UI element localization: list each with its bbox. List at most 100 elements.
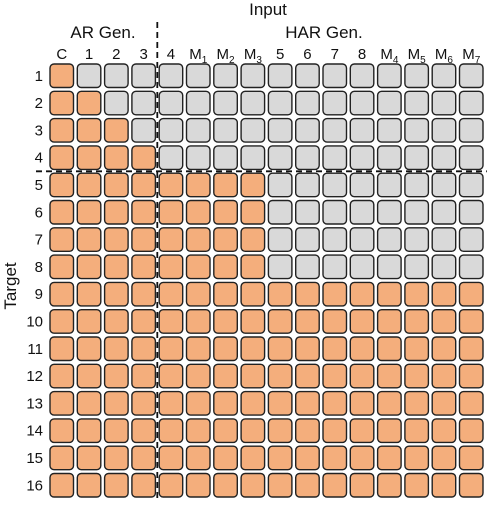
masked-cell (76, 63, 102, 89)
attend-cell (131, 418, 157, 444)
attend-cell (213, 227, 239, 253)
attend-cell (49, 418, 75, 444)
masked-cell (349, 227, 375, 253)
masked-cell (322, 117, 348, 143)
attend-cell (240, 445, 266, 471)
masked-cell (322, 63, 348, 89)
masked-cell (267, 227, 293, 253)
attend-cell (49, 390, 75, 416)
masked-cell (240, 145, 266, 171)
column-header-subscript: 7 (475, 55, 481, 66)
attend-cell (376, 390, 402, 416)
attend-cell (158, 172, 184, 198)
attend-cell (322, 309, 348, 334)
attend-cell (131, 145, 157, 171)
masked-cell (185, 63, 211, 89)
attend-cell (76, 254, 102, 280)
column-header-subscript: 5 (420, 55, 426, 66)
attend-cell (76, 309, 102, 334)
attend-cell (103, 199, 129, 225)
attend-cell (322, 418, 348, 444)
attend-cell (322, 390, 348, 416)
masked-cell (295, 117, 320, 143)
attend-cell (322, 336, 348, 362)
attend-cell (213, 199, 239, 225)
attend-cell (185, 390, 211, 416)
attend-cell (431, 445, 457, 471)
attend-cell (158, 227, 184, 253)
row-header: 11 (27, 341, 43, 358)
attend-cell (267, 336, 293, 362)
attend-cell (267, 309, 293, 334)
row-header: 6 (35, 204, 43, 221)
attend-cell (295, 390, 320, 416)
attend-cell (76, 472, 102, 498)
attend-cell (404, 336, 430, 362)
attend-cell (295, 445, 320, 471)
attend-cell (349, 309, 375, 334)
attend-cell (213, 172, 239, 198)
attend-cell (49, 309, 75, 334)
ar-gen-label: AR Gen. (70, 23, 135, 42)
attend-cell (431, 363, 457, 389)
attend-cell (404, 418, 430, 444)
column-header: 7 (331, 46, 339, 63)
attend-cell (158, 390, 184, 416)
masked-cell (376, 227, 402, 253)
attend-cell (295, 472, 320, 498)
masked-cell (295, 63, 320, 89)
row-header: 15 (26, 450, 43, 467)
masked-cell (295, 145, 320, 171)
attend-cell (185, 172, 211, 198)
masked-cell (458, 145, 484, 171)
masked-cell (349, 145, 375, 171)
masked-cell (404, 172, 430, 198)
column-header-label: 7 (331, 46, 339, 63)
column-headers: C 1 2 3 4 M1 M2 M3 5 6 7 8 M4 M5 M6 M7 (56, 46, 480, 66)
attend-cell (404, 281, 430, 307)
masked-cell (458, 63, 484, 89)
masked-cell (103, 90, 129, 116)
row-header: 1 (35, 68, 43, 85)
attend-cell (295, 418, 320, 444)
masked-cell (213, 145, 239, 171)
attend-cell (376, 281, 402, 307)
masked-cell (376, 63, 402, 89)
masked-cell (322, 172, 348, 198)
attend-cell (76, 281, 102, 307)
masked-cell (158, 117, 184, 143)
attend-cell (322, 445, 348, 471)
column-header: 8 (358, 46, 366, 63)
column-header: M5 (408, 46, 427, 66)
column-header-subscript: 3 (256, 55, 262, 66)
masked-cell (322, 145, 348, 171)
attend-cell (458, 309, 484, 334)
attend-cell (458, 363, 484, 389)
column-header: M3 (244, 46, 263, 66)
masked-cell (185, 145, 211, 171)
attend-cell (76, 172, 102, 198)
attend-cell (240, 227, 266, 253)
masked-cell (404, 254, 430, 280)
column-header: 5 (276, 46, 284, 63)
attend-cell (376, 445, 402, 471)
row-header: 3 (35, 122, 43, 139)
masked-cell (458, 172, 484, 198)
attend-cell (322, 281, 348, 307)
column-header-label: 1 (85, 46, 93, 63)
masked-cell (295, 254, 320, 280)
masked-cell (158, 63, 184, 89)
attend-cell (267, 363, 293, 389)
column-header-subscript: 2 (229, 55, 235, 66)
attend-cell (404, 472, 430, 498)
attend-cell (49, 172, 75, 198)
attend-cell (76, 90, 102, 116)
attend-cell (349, 336, 375, 362)
column-header: 4 (167, 46, 175, 63)
row-header: 2 (35, 95, 43, 112)
attend-cell (295, 309, 320, 334)
attend-cell (267, 472, 293, 498)
column-header-label: C (56, 46, 67, 63)
